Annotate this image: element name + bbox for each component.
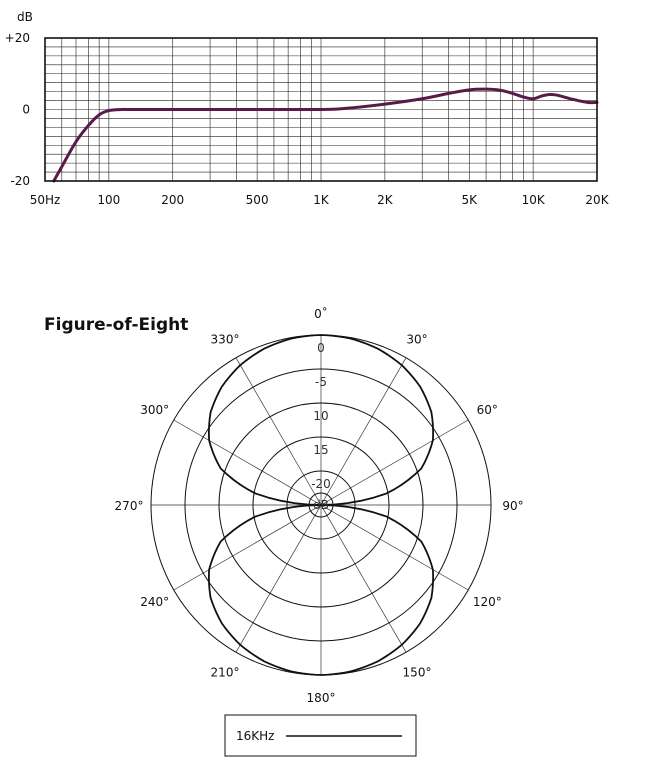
x-tick-label: 500: [246, 193, 269, 207]
angle-label: 180°: [307, 691, 336, 705]
angle-label: 60°: [477, 403, 498, 417]
spoke-line: [320, 419, 469, 506]
angle-label: 90°: [502, 499, 523, 513]
ring-circle: [286, 470, 356, 540]
polar-title: Figure-of-Eight: [44, 315, 188, 335]
angle-label: 120°: [473, 595, 502, 609]
ring-label: 15: [313, 443, 328, 457]
response-curve: [52, 87, 599, 183]
legend-entry-label: 16KHz: [236, 729, 274, 743]
ring-circle: [218, 402, 424, 608]
polar-curve-group: [207, 334, 435, 676]
plot-frame: [44, 37, 598, 182]
ring-label: -5: [315, 375, 327, 389]
x-tick-label: 1K: [313, 193, 330, 207]
y-tick-labels: +20 0 -20: [5, 31, 30, 188]
x-tick-label: 200: [161, 193, 184, 207]
frequency-response-chart: dB +20 0 -20 50Hz 100 200 500 1K 2K 5K 10K 20K: [5, 10, 610, 207]
legend: 16KHz: [224, 714, 417, 757]
y-tick-label: -20: [10, 174, 30, 188]
ring-label: dB: [313, 498, 329, 512]
x-tick-label: 50Hz: [30, 193, 61, 207]
x-tick-label: 10K: [522, 193, 546, 207]
ring-label: -20: [311, 477, 331, 491]
angle-label: 330°: [211, 333, 240, 347]
angle-label: 240°: [140, 595, 169, 609]
ring-circle: [252, 436, 390, 574]
x-tick-label: 2K: [377, 193, 394, 207]
angle-label: 0˚: [314, 306, 328, 321]
y-axis-label: dB: [17, 10, 33, 24]
spoke-line: [173, 504, 322, 591]
x-tick-labels: 50Hz 100 200 500 1K 2K 5K 10K 20K: [30, 193, 610, 207]
spoke-line: [320, 504, 407, 653]
spoke-line: [235, 504, 322, 653]
angle-label: 150°: [403, 665, 432, 679]
ring-labels: 0 -5 10 15 -20 dB: [311, 341, 331, 512]
angle-label: 30°: [406, 333, 427, 347]
ring-label: 0: [317, 341, 325, 355]
angle-label: 300°: [140, 403, 169, 417]
x-tick-label: 100: [97, 193, 120, 207]
spoke-line: [173, 419, 322, 506]
ring-label: 10: [313, 409, 328, 423]
spoke-line: [320, 504, 469, 591]
angle-labels: 0˚ 30° 60° 90° 120° 150° 180° 210° 240° 270° 300° 3…: [115, 306, 524, 705]
y-tick-label: 0: [22, 103, 30, 117]
angle-label: 270°: [115, 499, 144, 513]
response-curve-group: [52, 87, 599, 183]
x-tick-label: 20K: [585, 193, 609, 207]
polar-curve: [207, 334, 435, 676]
y-tick-label: +20: [5, 31, 30, 45]
ring-circle: [184, 368, 458, 642]
spoke-line: [235, 357, 322, 506]
x-tick-label: 5K: [462, 193, 479, 207]
angle-label: 210°: [211, 665, 240, 679]
spoke-line: [320, 357, 407, 506]
